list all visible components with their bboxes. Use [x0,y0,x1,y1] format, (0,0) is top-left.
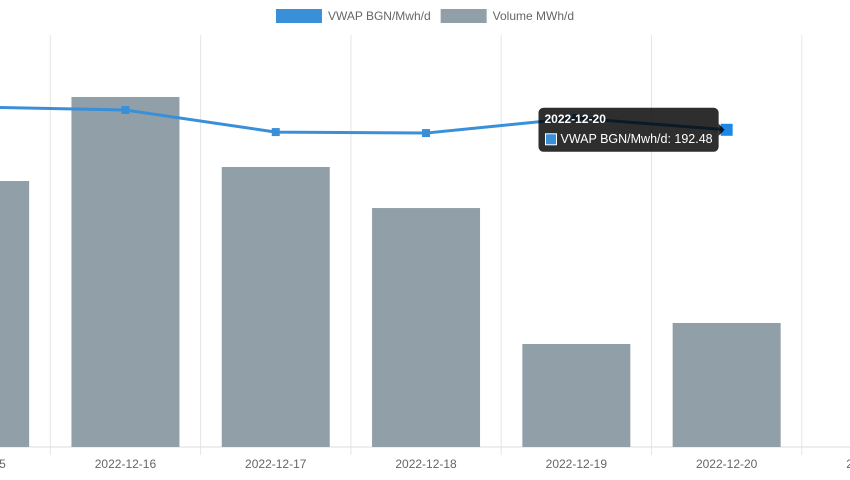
legend-swatch [275,9,322,23]
x-tick-label: 2022-12-17 [245,457,307,471]
line-point [422,129,431,138]
bar [0,181,30,447]
line-point [720,123,733,136]
legend-label: VWAP BGN/Mwh/d [328,9,431,23]
tooltip-caret [718,123,725,136]
line-point [121,105,130,114]
line-point [271,128,280,137]
bar [71,96,180,448]
bar [672,322,781,447]
tooltip-swatch [544,133,557,146]
x-tick-label: 2022-12-18 [395,457,457,471]
x-tick-label: 2022-12-20 [696,457,758,471]
x-tick-label: 2022-12-21 [846,457,850,471]
tooltip-text: VWAP BGN/Mwh/d: 192.48 [560,132,712,146]
bar [372,208,481,447]
x-tick-label: 2022-12-19 [546,457,608,471]
legend-swatch [440,9,487,23]
legend: VWAP BGN/Mwh/d Volume MWh/d [275,9,574,23]
tooltip: 2022-12-20 VWAP BGN/Mwh/d: 192.48 [538,107,725,152]
x-tick-label: 2022-12-15 [0,457,6,471]
legend-label: Volume MWh/d [493,9,574,23]
x-tick-label: 2022-12-16 [95,457,157,471]
bar [221,167,330,447]
tooltip-title: 2022-12-20 [544,112,606,126]
bar [522,344,631,447]
tooltip-box [538,107,719,152]
